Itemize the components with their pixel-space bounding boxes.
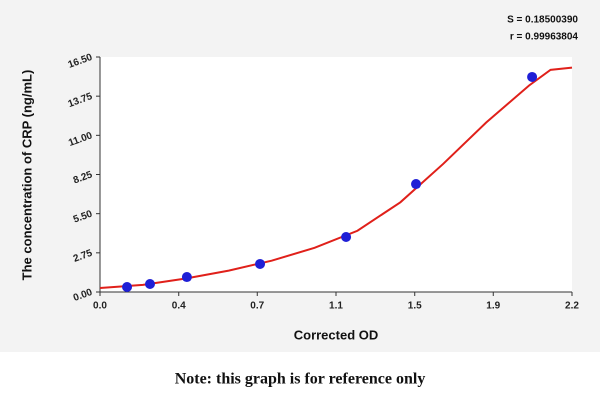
x-tick-label: 0.0 xyxy=(93,301,107,312)
x-tick-label: 2.2 xyxy=(565,301,579,312)
data-point xyxy=(144,279,155,290)
x-tick-label: 1.9 xyxy=(486,301,500,312)
data-point xyxy=(341,232,352,243)
y-axis-title: The concentration of CRP (ng/mL) xyxy=(19,70,34,281)
data-point xyxy=(122,282,133,293)
plot-area xyxy=(100,57,572,292)
data-point xyxy=(527,71,538,82)
x-tick-label: 0.4 xyxy=(172,301,186,312)
annotation: S = 0.18500390 xyxy=(507,15,578,26)
x-tick-label: 1.5 xyxy=(408,301,422,312)
caption: Note: this graph is for reference only xyxy=(175,371,426,388)
data-point xyxy=(255,258,266,269)
x-axis-title: Corrected OD xyxy=(294,327,379,342)
data-point xyxy=(181,272,192,283)
x-tick-label: 1.1 xyxy=(329,301,343,312)
annotation: r = 0.99963804 xyxy=(510,32,579,43)
data-point xyxy=(411,179,422,190)
x-tick-label: 0.7 xyxy=(250,301,264,312)
